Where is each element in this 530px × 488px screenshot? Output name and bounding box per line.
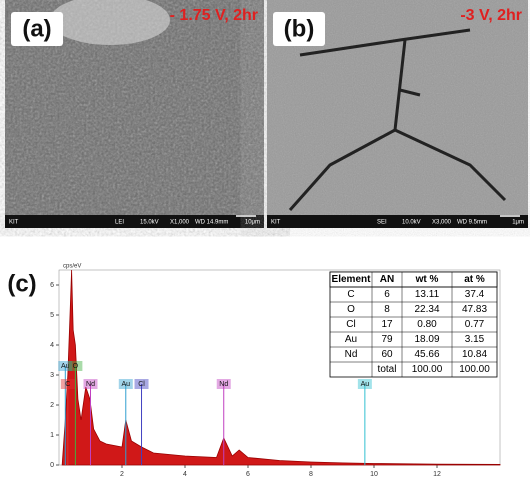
table-cell: 8 xyxy=(384,304,390,315)
condition: -3 V, 2hr xyxy=(460,7,522,24)
table-header-cell: AN xyxy=(380,274,394,285)
panel-label: (b) xyxy=(284,15,315,42)
peak-label: Au xyxy=(121,381,130,388)
panel-label-box xyxy=(11,12,63,46)
y-tick-label: 1 xyxy=(50,432,54,439)
table-cell: 18.09 xyxy=(414,334,439,345)
table-cell: 79 xyxy=(381,334,393,345)
panel-label-box xyxy=(273,12,325,46)
table-cell: 13.11 xyxy=(415,289,440,300)
table-cell: 17 xyxy=(381,319,393,330)
peak-label: Au xyxy=(61,363,70,370)
table-cell: Au xyxy=(345,334,357,345)
scan-info: LEI xyxy=(115,220,124,226)
peak-label: Au xyxy=(361,381,370,388)
peak-label-box xyxy=(118,379,133,389)
scan-info: 10μm xyxy=(245,220,260,226)
x-tick-label: 4 xyxy=(183,471,187,478)
table-header-cell: Element xyxy=(332,274,372,285)
table-cell: 45.66 xyxy=(414,349,439,360)
table-cell: total xyxy=(378,364,397,375)
scan-info: KIT xyxy=(9,220,19,226)
y-tick-label: 2 xyxy=(50,402,54,409)
table-cell: 0.77 xyxy=(465,319,485,330)
peak-label-box xyxy=(134,379,149,389)
x-tick-label: 2 xyxy=(120,471,124,478)
scan-info: WD 9.5mm xyxy=(457,220,487,226)
scan-info: X1,000 xyxy=(170,220,190,226)
table-cell: 47.83 xyxy=(462,304,487,315)
y-tick-label: 6 xyxy=(50,282,54,289)
scan-info: KIT xyxy=(271,220,281,226)
peak-label: Nd xyxy=(86,381,95,388)
peak-label-box xyxy=(60,379,75,389)
table xyxy=(329,271,498,378)
peak-label: Nd xyxy=(219,381,228,388)
table-cell: 0.80 xyxy=(417,319,437,330)
x-tick-label: 10 xyxy=(370,471,378,478)
table-cell: 60 xyxy=(381,349,393,360)
x-tick-label: 12 xyxy=(433,471,441,478)
x-tick-label: 6 xyxy=(246,471,250,478)
table-cell: O xyxy=(347,304,355,315)
peak-label-box xyxy=(58,361,73,371)
y-axis-label: cps/eV xyxy=(63,264,81,270)
scan-info: 1μm xyxy=(512,220,524,226)
table-header-cell: at % xyxy=(464,274,485,285)
condition: - 1.75 V, 2hr xyxy=(170,7,258,24)
table-cell: C xyxy=(347,289,354,300)
table-cell: 100.00 xyxy=(412,364,443,375)
scan-info: X3,000 xyxy=(432,220,452,226)
panel-label: (c) xyxy=(7,270,36,297)
table-cell: 22.34 xyxy=(414,304,439,315)
x-tick-label: 8 xyxy=(309,471,313,478)
table-cell: Nd xyxy=(345,349,358,360)
y-tick-label: 4 xyxy=(50,342,54,349)
y-tick-label: 5 xyxy=(50,312,54,319)
peak-label: Cl xyxy=(138,381,145,388)
table-cell: 37.4 xyxy=(465,289,485,300)
table-header-cell: wt % xyxy=(415,274,439,285)
table-cell: 3.15 xyxy=(465,334,485,345)
peak-label-box xyxy=(216,379,231,389)
scan-info: WD 14.9mm xyxy=(195,220,228,226)
table-cell: 100.00 xyxy=(459,364,490,375)
peak-label-box xyxy=(357,379,372,389)
peak-label-box xyxy=(68,361,83,371)
y-tick-label: 0 xyxy=(50,462,54,469)
peak-label: O xyxy=(73,363,79,370)
peak-label: C xyxy=(65,381,70,388)
table-cell: 10.84 xyxy=(462,349,487,360)
scan-info: 15.0kV xyxy=(140,220,159,226)
peak-label-box xyxy=(83,379,98,389)
scan-info: 10.0kV xyxy=(402,220,421,226)
table-cell: 6 xyxy=(384,289,390,300)
scan-info: SEI xyxy=(377,220,387,226)
panel-label: (a) xyxy=(22,15,51,42)
table-cell: Cl xyxy=(346,319,355,330)
y-tick-label: 3 xyxy=(50,372,54,379)
spectrum-area xyxy=(61,269,501,466)
